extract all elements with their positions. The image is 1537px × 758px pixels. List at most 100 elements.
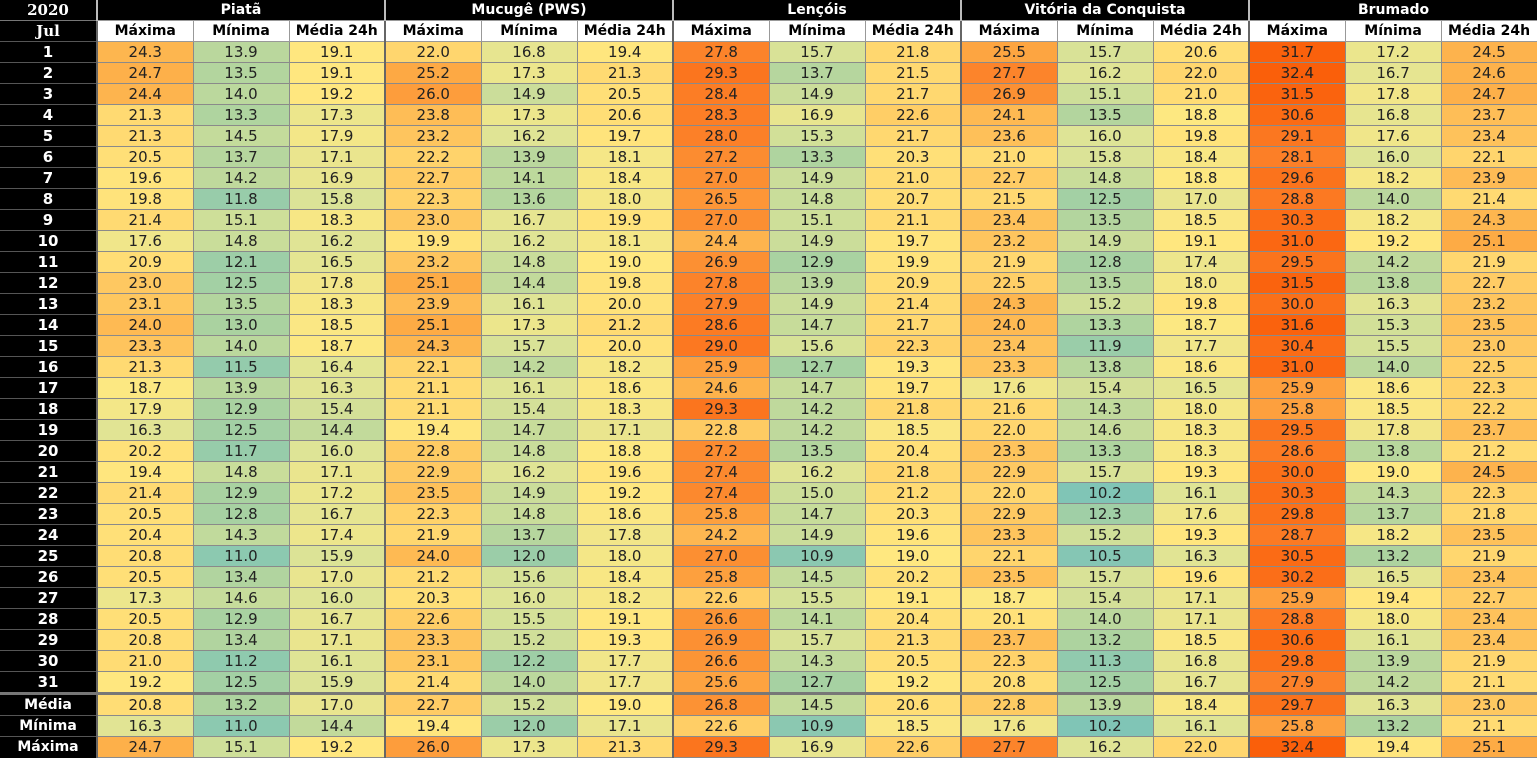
table-row: 12 23.0 12.5 17.8 25.1 14.4 19.8 27.8 13.9 20.9 22…	[0, 272, 1537, 294]
cell-brumado-avg: 21.4	[1440, 188, 1537, 210]
cell-vitoria-da-conquista-avg: 19.8	[1152, 125, 1250, 147]
cell-lencois-max: 26.6	[672, 650, 770, 672]
day-label: 22	[0, 482, 97, 504]
cell-mucuge-min: 17.3	[480, 104, 578, 126]
cell-brumado-avg: 23.5	[1440, 524, 1537, 546]
cell-brumado-max: 30.0	[1248, 461, 1346, 483]
cell-lencois-avg: 21.0	[864, 167, 962, 189]
cell-brumado-min: 13.2	[1344, 715, 1442, 737]
cell-brumado-max: 30.6	[1248, 629, 1346, 651]
cell-mucuge-min: 15.7	[480, 335, 578, 357]
cell-mucuge-avg: 19.8	[576, 272, 674, 294]
station-header-lencois: Lençóis	[671, 0, 962, 21]
cell-brumado-min: 14.0	[1344, 356, 1442, 378]
cell-vitoria-da-conquista-min: 15.2	[1056, 524, 1154, 546]
station-header-mucuge: Mucugê (PWS)	[384, 0, 673, 21]
day-label: 15	[0, 335, 97, 357]
cell-brumado-min: 19.4	[1344, 736, 1442, 758]
cell-brumado-min: 16.1	[1344, 629, 1442, 651]
cell-vitoria-da-conquista-avg: 18.4	[1152, 146, 1250, 168]
cell-vitoria-da-conquista-max: 22.9	[960, 503, 1058, 525]
cell-lencois-max: 22.8	[672, 419, 770, 441]
column-header-avg: Média 24h	[864, 20, 962, 42]
cell-brumado-min: 15.3	[1344, 314, 1442, 336]
table-row: 29 20.8 13.4 17.1 23.3 15.2 19.3 26.9 15.7 21.3 23…	[0, 629, 1537, 651]
cell-lencois-max: 25.6	[672, 671, 770, 694]
cell-vitoria-da-conquista-avg: 18.8	[1152, 167, 1250, 189]
cell-mucuge-max: 20.3	[384, 587, 482, 609]
cell-lencois-min: 14.9	[768, 167, 866, 189]
cell-lencois-avg: 22.3	[864, 335, 962, 357]
table-row: 18 17.9 12.9 15.4 21.1 15.4 18.3 29.3 14.2 21.8 21…	[0, 398, 1537, 420]
day-label: 21	[0, 461, 97, 483]
cell-vitoria-da-conquista-min: 14.9	[1056, 230, 1154, 252]
cell-piata-min: 14.0	[192, 335, 290, 357]
cell-mucuge-avg: 19.2	[576, 482, 674, 504]
cell-piata-avg: 17.0	[288, 566, 386, 588]
cell-brumado-max: 30.6	[1248, 104, 1346, 126]
cell-mucuge-avg: 20.0	[576, 335, 674, 357]
cell-lencois-min: 14.3	[768, 650, 866, 672]
cell-piata-max: 17.6	[96, 230, 194, 252]
day-label: 18	[0, 398, 97, 420]
cell-piata-min: 11.0	[192, 715, 290, 737]
cell-piata-avg: 17.1	[288, 146, 386, 168]
cell-piata-avg: 18.7	[288, 335, 386, 357]
cell-brumado-min: 16.7	[1344, 62, 1442, 84]
cell-lencois-min: 16.9	[768, 104, 866, 126]
cell-lencois-avg: 21.5	[864, 62, 962, 84]
cell-brumado-avg: 23.4	[1440, 566, 1537, 588]
cell-vitoria-da-conquista-min: 16.0	[1056, 125, 1154, 147]
day-label: 31	[0, 671, 97, 694]
day-label: 1	[0, 41, 97, 63]
cell-vitoria-da-conquista-max: 24.3	[960, 293, 1058, 315]
cell-lencois-avg: 20.4	[864, 608, 962, 630]
cell-lencois-avg: 21.7	[864, 83, 962, 105]
cell-piata-max: 20.5	[96, 566, 194, 588]
cell-vitoria-da-conquista-min: 12.3	[1056, 503, 1154, 525]
cell-piata-max: 19.2	[96, 671, 194, 694]
cell-vitoria-da-conquista-max: 21.0	[960, 146, 1058, 168]
cell-lencois-min: 14.9	[768, 293, 866, 315]
cell-brumado-avg: 21.9	[1440, 251, 1537, 273]
cell-piata-avg: 16.0	[288, 440, 386, 462]
cell-piata-min: 11.5	[192, 356, 290, 378]
cell-vitoria-da-conquista-max: 21.9	[960, 251, 1058, 273]
cell-piata-max: 20.2	[96, 440, 194, 462]
cell-mucuge-max: 21.2	[384, 566, 482, 588]
cell-brumado-min: 19.2	[1344, 230, 1442, 252]
cell-piata-max: 17.9	[96, 398, 194, 420]
table-row: 13 23.1 13.5 18.3 23.9 16.1 20.0 27.9 14.9 21.4 24…	[0, 293, 1537, 315]
cell-mucuge-avg: 17.8	[576, 524, 674, 546]
cell-lencois-max: 29.3	[672, 736, 770, 758]
cell-lencois-avg: 19.1	[864, 587, 962, 609]
cell-mucuge-avg: 21.3	[576, 736, 674, 758]
cell-mucuge-max: 24.0	[384, 545, 482, 567]
cell-lencois-avg: 20.4	[864, 440, 962, 462]
summary-row: Máxima 24.7 15.1 19.2 26.0 17.3 21.3 29.3 16.9 22…	[0, 736, 1537, 758]
cell-piata-min: 13.5	[192, 293, 290, 315]
cell-brumado-avg: 21.1	[1440, 715, 1537, 737]
cell-mucuge-max: 23.3	[384, 629, 482, 651]
cell-mucuge-avg: 18.3	[576, 398, 674, 420]
cell-lencois-max: 25.9	[672, 356, 770, 378]
cell-brumado-avg: 24.5	[1440, 41, 1537, 63]
cell-mucuge-avg: 19.3	[576, 629, 674, 651]
cell-brumado-max: 30.0	[1248, 293, 1346, 315]
cell-vitoria-da-conquista-max: 22.0	[960, 419, 1058, 441]
cell-vitoria-da-conquista-min: 15.1	[1056, 83, 1154, 105]
cell-piata-max: 20.9	[96, 251, 194, 273]
cell-brumado-avg: 23.4	[1440, 629, 1537, 651]
cell-brumado-max: 29.6	[1248, 167, 1346, 189]
cell-piata-min: 11.8	[192, 188, 290, 210]
cell-lencois-max: 24.6	[672, 377, 770, 399]
summary-row: Média 20.8 13.2 17.0 22.7 15.2 19.0 26.8 14.5 20.…	[0, 692, 1537, 716]
cell-mucuge-avg: 18.1	[576, 146, 674, 168]
cell-vitoria-da-conquista-avg: 16.3	[1152, 545, 1250, 567]
cell-brumado-min: 17.8	[1344, 419, 1442, 441]
cell-piata-avg: 19.1	[288, 62, 386, 84]
cell-lencois-max: 22.6	[672, 587, 770, 609]
cell-piata-avg: 16.4	[288, 356, 386, 378]
day-label: 30	[0, 650, 97, 672]
cell-brumado-max: 25.9	[1248, 587, 1346, 609]
